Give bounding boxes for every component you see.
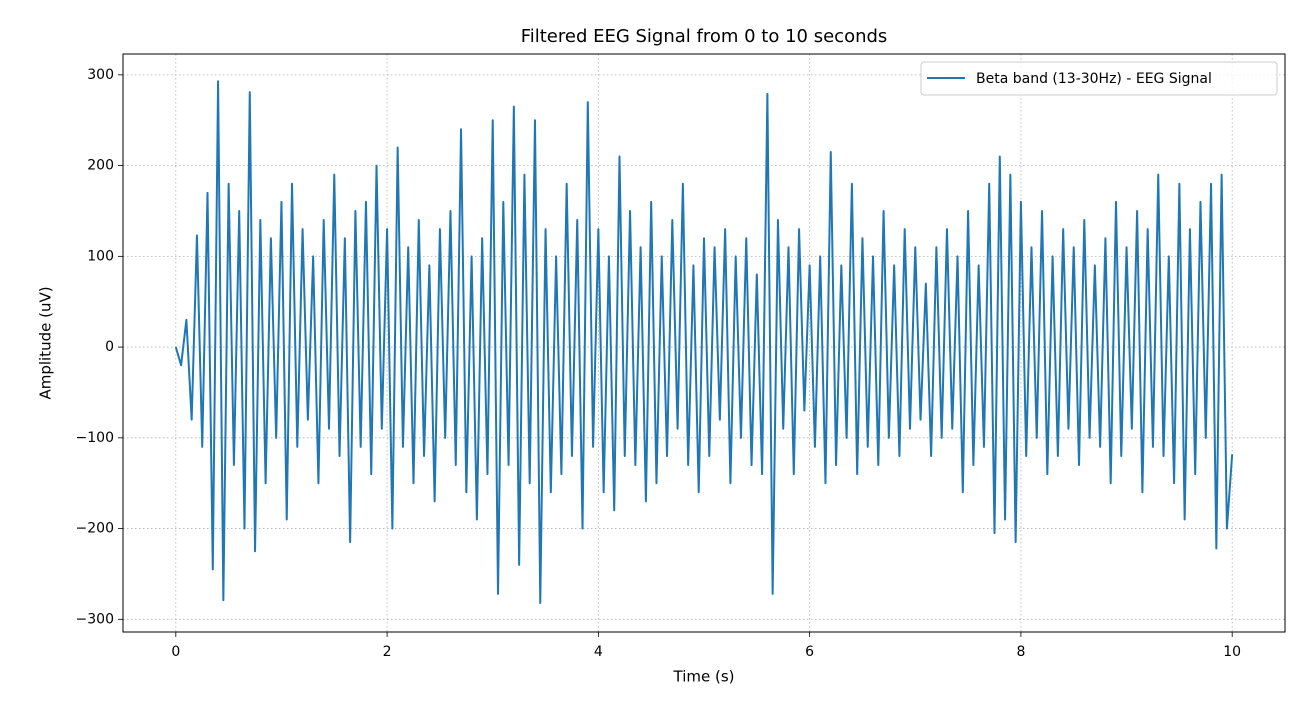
y-tick-label: 300 — [87, 67, 114, 83]
y-tick-label: 0 — [105, 339, 114, 355]
x-axis-label: Time (s) — [673, 668, 735, 686]
legend-box — [920, 61, 1278, 96]
x-tick-label: 10 — [1223, 644, 1241, 660]
plot — [174, 80, 1234, 604]
legend: Beta band (13-30Hz) - EEG Signal — [920, 61, 1278, 96]
y-tick-label: −100 — [76, 430, 114, 446]
axes: 0 2 4 6 8 10 −300 −200 −100 0 100 200 300 — [76, 67, 1242, 660]
x-tick-label: 4 — [594, 644, 603, 660]
x-tick-label: 0 — [171, 644, 180, 660]
y-tick-label: 200 — [87, 158, 114, 174]
x-tick-label: 8 — [1016, 644, 1025, 660]
y-tick-label: 100 — [87, 248, 114, 264]
x-tick-label: 2 — [383, 644, 392, 660]
x-tick-label: 6 — [805, 644, 814, 660]
y-axis-label: Amplitude (uV) — [37, 286, 55, 399]
plot-frame — [122, 53, 1286, 633]
chart-title: Filtered EEG Signal from 0 to 10 seconds — [521, 26, 888, 47]
legend-label: Beta band (13-30Hz) - EEG Signal — [976, 71, 1212, 87]
grid — [123, 54, 1285, 632]
y-tick-label: −300 — [76, 611, 114, 627]
signal-line — [174, 80, 1234, 604]
y-tick-label: −200 — [76, 521, 114, 537]
